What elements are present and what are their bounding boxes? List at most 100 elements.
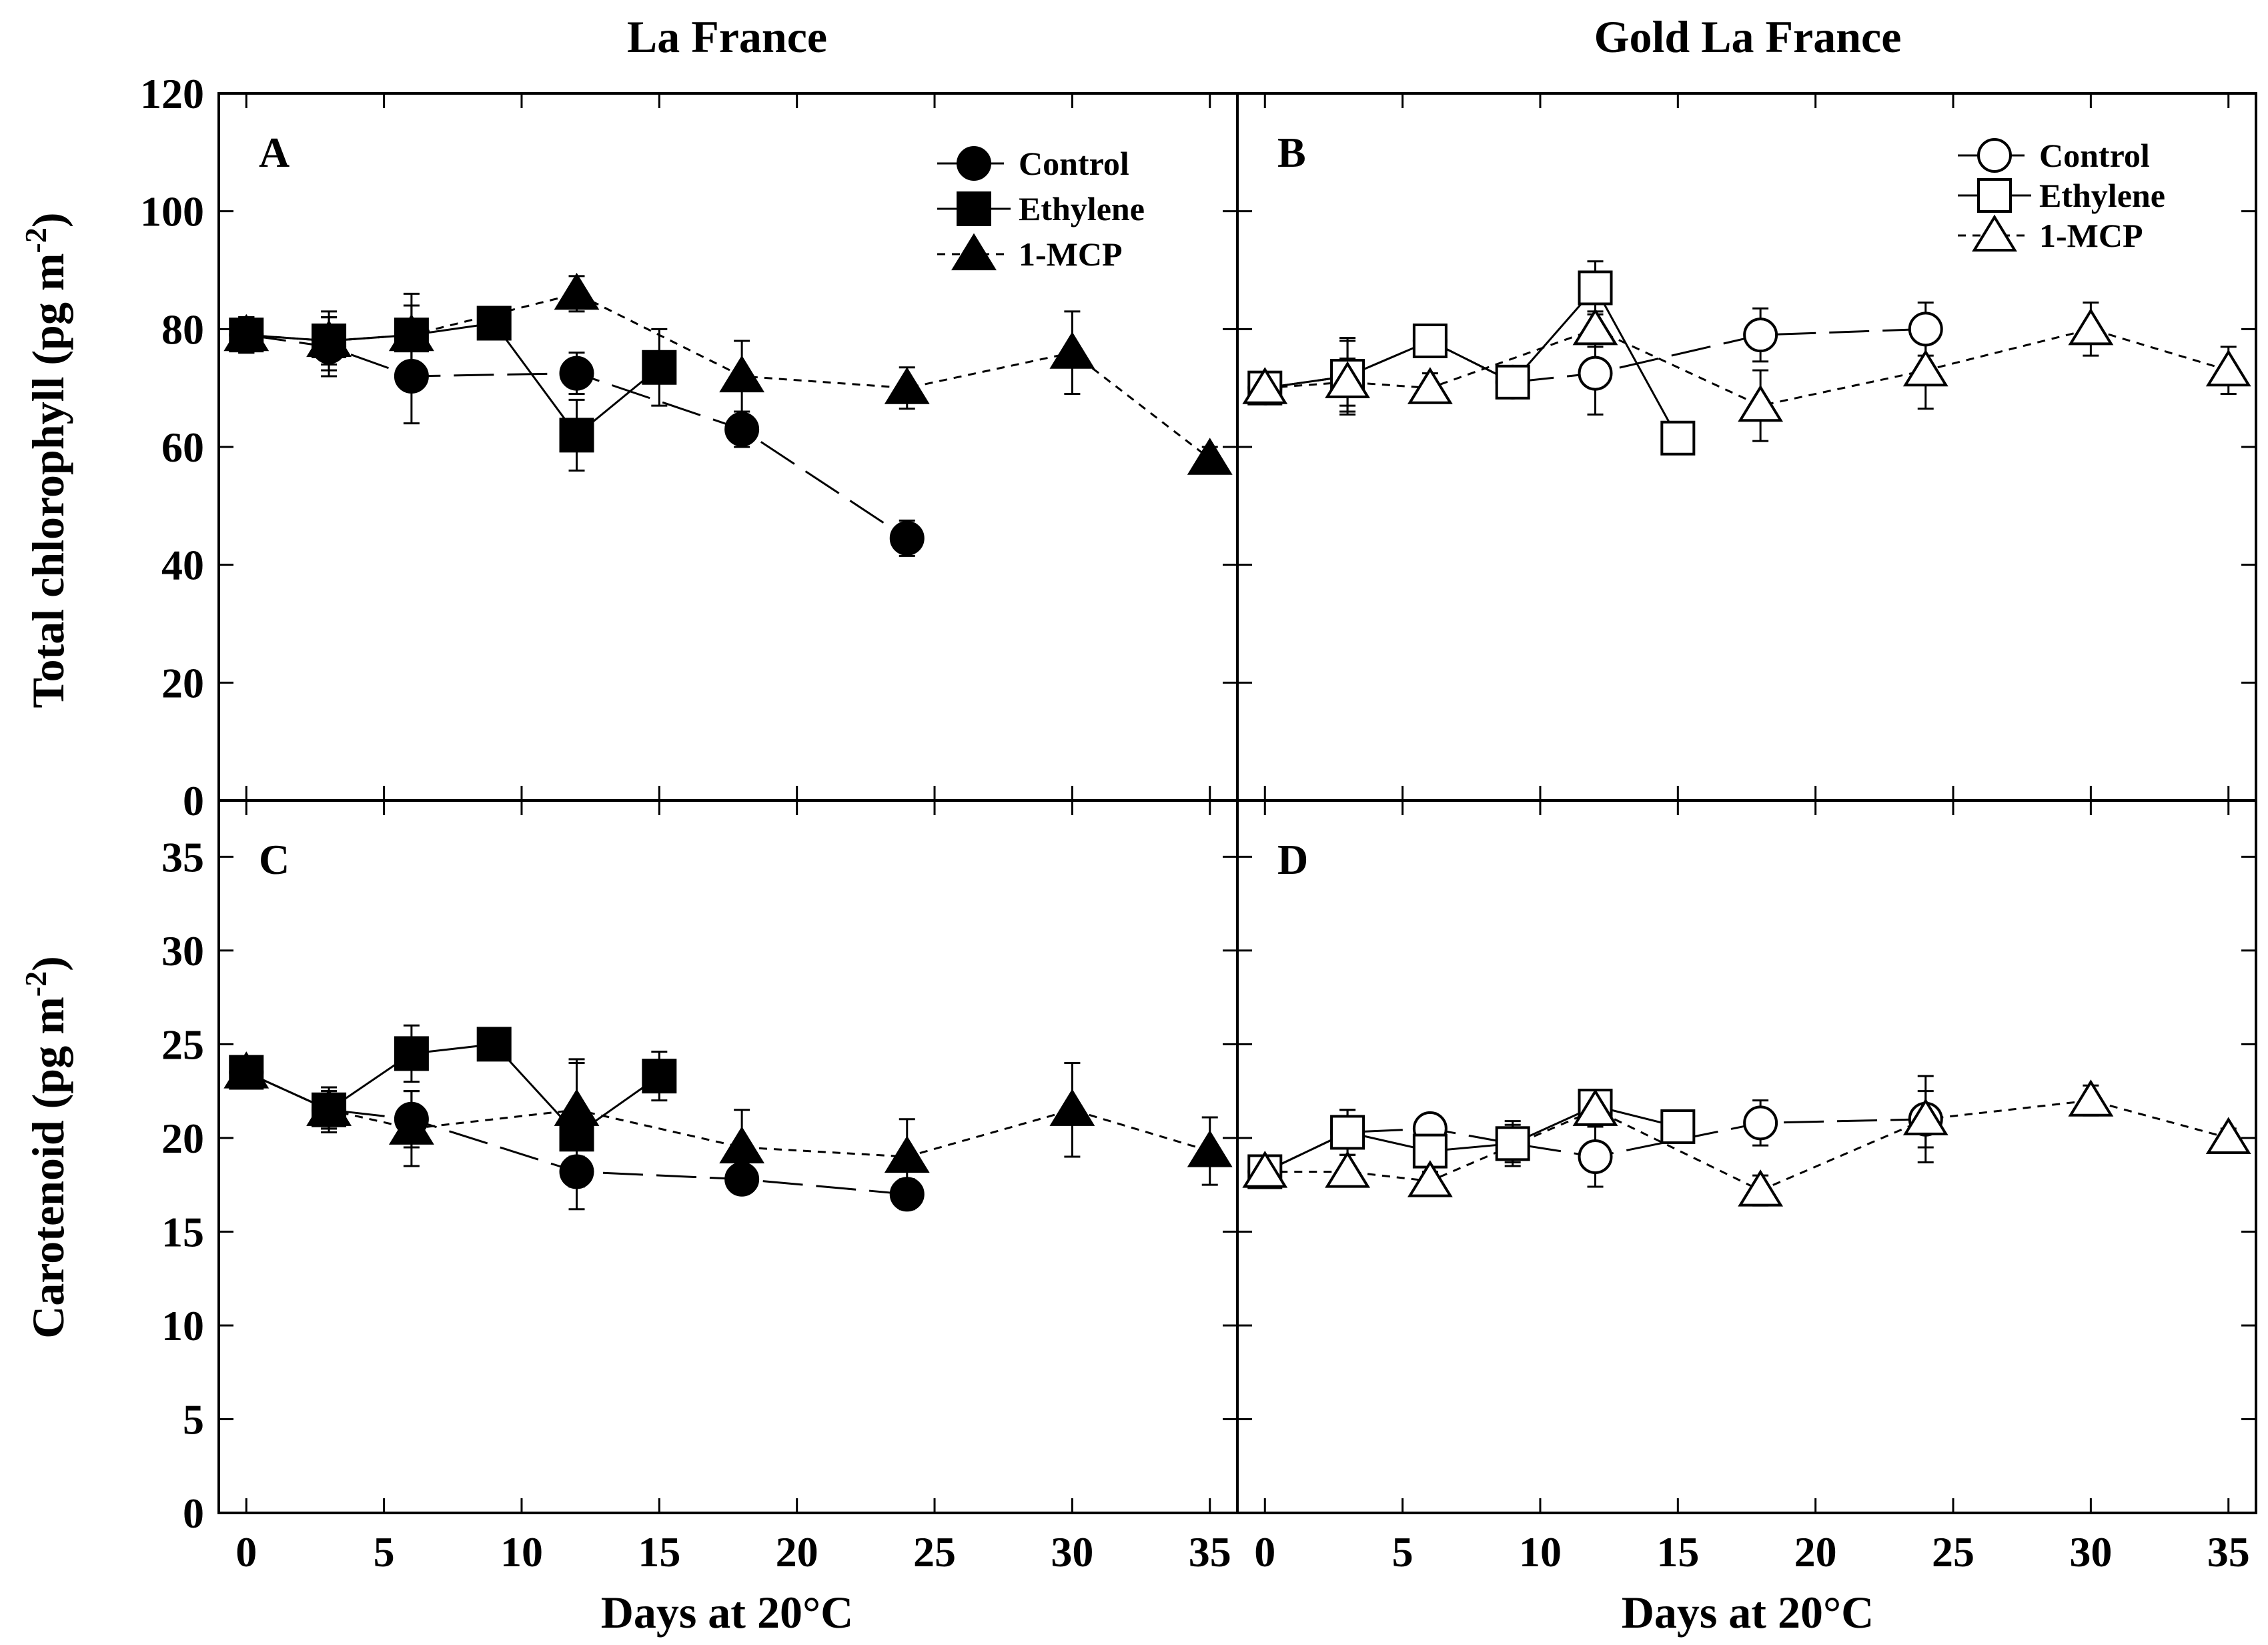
legend-label-ethylene: Ethylene	[2039, 177, 2165, 214]
x-tick-label: 0	[1254, 1528, 1275, 1576]
legend-label-control: Control	[2039, 137, 2150, 174]
data-point-1-mcp	[719, 1126, 765, 1164]
x-tick-label: 25	[1932, 1528, 1974, 1576]
data-point-control	[559, 1154, 594, 1189]
data-point-control	[889, 520, 925, 556]
x-tick-label: 35	[1189, 1528, 1231, 1576]
y-tick-label: 20	[161, 1115, 204, 1162]
data-point-1-mcp	[884, 1135, 930, 1173]
data-point-control	[889, 1177, 925, 1212]
data-point-ethylene	[559, 418, 594, 453]
data-point-1-mcp	[2068, 1079, 2114, 1117]
data-point-1-mcp	[1242, 1151, 1288, 1188]
data-point-control	[724, 1161, 760, 1197]
panel-C: 0 5 10 15 20 25 30 35 0 5 10 15 20 25 30 35 C	[161, 799, 1239, 1576]
x-axis-title-left: Days at 20°C	[601, 1587, 854, 1638]
data-point-1-mcp	[1407, 367, 1453, 404]
data-point-1-mcp	[1572, 308, 1618, 346]
x-tick-label: 0	[235, 1528, 257, 1576]
y-tick-label: 100	[140, 188, 204, 235]
data-point-1-mcp	[306, 320, 352, 358]
data-point-control	[394, 359, 429, 394]
panel-A: 0 20 40 60 80 100 120 A Control Ethylene 1-MCP	[140, 70, 1239, 825]
y-tick-label: 40	[161, 542, 204, 589]
data-point-1-mcp	[554, 272, 600, 310]
x-tick-label: 25	[913, 1528, 956, 1576]
x-tick-label: 15	[1656, 1528, 1699, 1576]
panel-letter: C	[259, 836, 290, 883]
y-tick-label: 0	[183, 1490, 204, 1537]
data-point-1-mcp	[1242, 367, 1288, 404]
x-tick-label: 35	[2207, 1528, 2250, 1576]
x-tick-label: 5	[374, 1528, 395, 1576]
x-tick-label: 5	[1392, 1528, 1413, 1576]
legend-label-1-mcp: 1-MCP	[1019, 235, 1123, 273]
panel-letter: D	[1277, 836, 1308, 883]
data-point-ethylene	[1660, 420, 1696, 456]
y-tick-label: 80	[161, 306, 204, 353]
legend-label-control: Control	[1019, 145, 1129, 182]
legend-marker-1-mcp	[1972, 214, 2017, 252]
data-point-control	[1743, 1105, 1778, 1141]
legend-marker-control	[1977, 138, 2012, 173]
x-tick-label: 20	[776, 1528, 818, 1576]
y-tick-label: 10	[161, 1302, 204, 1349]
y-tick-label: 25	[161, 1021, 204, 1068]
data-point-1-mcp	[2205, 1117, 2251, 1154]
x-tick-label: 10	[1519, 1528, 1562, 1576]
legend-marker-ethylene	[1977, 178, 2012, 213]
panel-letter: A	[259, 129, 290, 176]
data-point-1-mcp	[223, 314, 269, 352]
series-line-1-mcp	[1265, 328, 2229, 407]
data-point-1-mcp	[306, 1089, 352, 1126]
data-point-1-mcp	[1902, 1098, 1948, 1135]
y-axis-title-top: Total chlorophyll (pg m-2)	[19, 212, 73, 708]
data-point-1-mcp	[1049, 332, 1095, 369]
data-point-ethylene	[394, 1036, 429, 1071]
legend-marker-ethylene	[957, 191, 991, 226]
y-tick-label: 0	[183, 777, 204, 825]
series-line-ethylene	[1264, 1105, 1678, 1173]
data-point-1-mcp	[884, 367, 930, 404]
data-point-ethylene	[476, 1027, 512, 1062]
data-point-1-mcp	[554, 1089, 600, 1126]
panel-letter: B	[1277, 129, 1306, 176]
data-point-ethylene	[1495, 364, 1530, 400]
y-tick-label: 20	[161, 659, 204, 706]
data-point-1-mcp	[223, 1051, 269, 1089]
data-point-1-mcp	[1572, 1089, 1618, 1126]
data-point-ethylene	[1330, 1115, 1365, 1150]
panel-D: 0 5 10 15 20 25 30 35 D	[1236, 799, 2257, 1576]
data-point-ethylene	[1495, 1126, 1530, 1161]
data-point-control	[1578, 1139, 1613, 1174]
data-point-ethylene	[1660, 1109, 1696, 1145]
y-tick-label: 30	[161, 927, 204, 975]
y-axis-title-bottom: Carotenoid (pg m-2)	[19, 956, 73, 1339]
x-tick-label: 30	[1051, 1528, 1093, 1576]
y-tick-label: 120	[140, 70, 204, 117]
series-line-ethylene	[245, 1043, 660, 1136]
y-tick-label: 35	[161, 833, 204, 881]
data-point-1-mcp	[388, 1107, 434, 1145]
data-point-ethylene	[642, 350, 677, 385]
y-tick-label: 60	[161, 424, 204, 471]
data-point-1-mcp	[2205, 349, 2251, 387]
x-tick-label: 15	[638, 1528, 680, 1576]
data-point-1-mcp	[719, 355, 765, 393]
data-point-1-mcp	[1187, 438, 1233, 475]
data-point-1-mcp	[1902, 349, 1948, 387]
legend-label-ethylene: Ethylene	[1019, 190, 1145, 227]
x-tick-label: 20	[1794, 1528, 1837, 1576]
data-point-1-mcp	[388, 314, 434, 352]
data-point-1-mcp	[1187, 1130, 1233, 1167]
data-point-control	[1908, 312, 1943, 347]
column-title-right: Gold La France	[1594, 11, 1902, 62]
data-point-ethylene	[1578, 270, 1613, 306]
data-point-ethylene	[1412, 324, 1448, 358]
x-tick-label: 10	[500, 1528, 543, 1576]
data-point-1-mcp	[1738, 384, 1784, 422]
